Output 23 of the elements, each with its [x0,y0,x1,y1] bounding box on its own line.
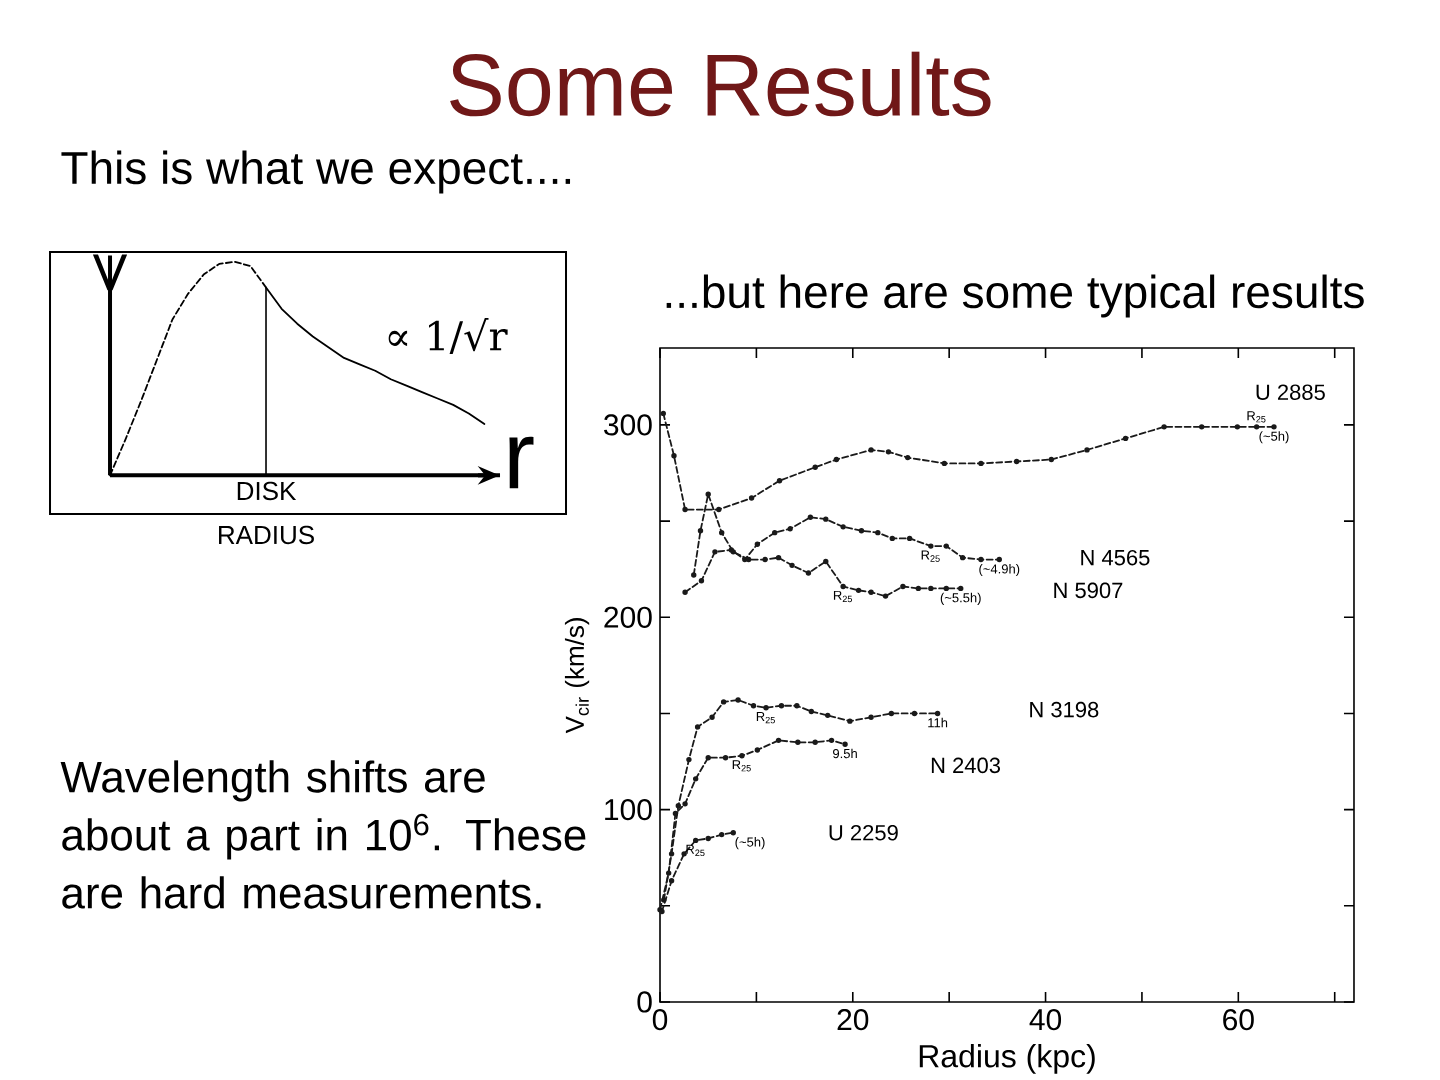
y-tick-label: 0 [637,991,652,1013]
x-tick-label: 0 [652,1009,668,1031]
x-tick-label: 40 [1029,1009,1062,1031]
x-tick-label: 60 [1223,1009,1254,1031]
text: DISK RADIUS [219,481,314,545]
series-label: U 2885 [1256,384,1325,401]
text: Wavelength shifts are about a part in 10$^{6}$. These are hard measurements. [60,760,586,909]
x-axis-title: Radius (kpc) [919,1044,1095,1074]
text: N 2403 [931,757,1001,774]
y-tick-label: 200 [604,606,652,628]
x-tick-label: 20 [837,1009,869,1031]
y-tick-label: 300 [604,414,652,436]
chart-subtitle: This is what we expect.... [61,150,571,194]
chart-title: ...but here are some typical results [666,274,1364,318]
text: Some Results [450,51,991,117]
text: N 5907 [1054,582,1123,599]
text: N 4565 [1081,549,1150,566]
y-axis-title: V$_{cir}$ (km/s) [564,618,590,734]
y-tick-label: 100 [605,798,652,821]
text: U 2259 [829,824,898,841]
text: N 3198 [1030,701,1099,718]
annotation: ∝ 1/√r [388,317,508,355]
x-axis-title: r [509,436,534,489]
